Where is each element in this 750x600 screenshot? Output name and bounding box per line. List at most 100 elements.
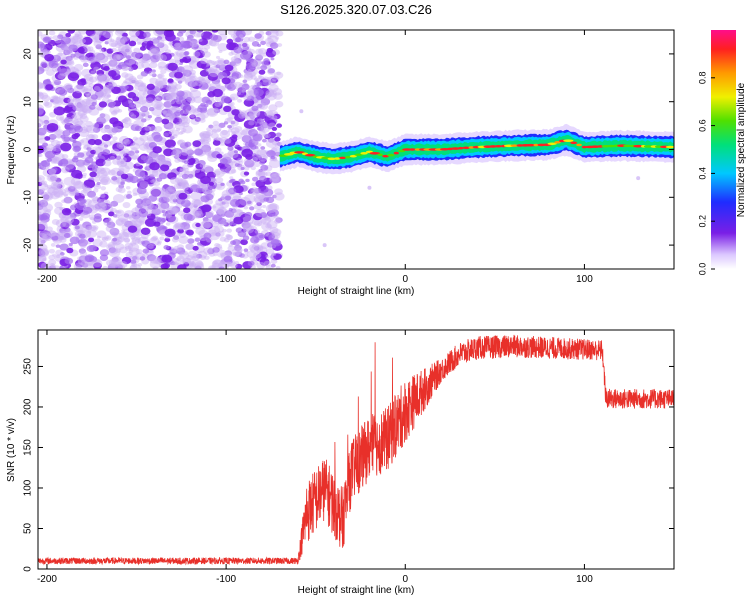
noise-blob — [193, 199, 202, 207]
noise-blob — [120, 181, 125, 185]
noise-blob — [222, 228, 227, 233]
noise-blob — [106, 48, 114, 54]
noise-blob — [74, 31, 82, 37]
noise-blob — [122, 36, 130, 42]
noise-blob — [220, 95, 231, 104]
noise-blob — [50, 157, 58, 163]
noise-blob — [38, 137, 46, 144]
noise-blob — [169, 87, 176, 93]
noise-blob — [194, 49, 205, 59]
noise-blob — [256, 81, 263, 87]
noise-blob — [93, 183, 102, 190]
noise-blob — [154, 80, 164, 88]
noise-blob — [178, 192, 188, 200]
noise-blob — [212, 88, 223, 98]
noise-blob — [69, 236, 80, 245]
noise-blob — [54, 206, 65, 215]
noise-blob — [181, 65, 194, 74]
noise-blob — [219, 158, 228, 165]
noise-blob — [48, 133, 57, 140]
noise-blob — [53, 54, 59, 59]
noise-blob — [92, 83, 104, 92]
noise-blob — [249, 256, 256, 261]
noise-blob — [271, 231, 281, 240]
noise-blob — [105, 99, 116, 108]
noise-blob — [38, 153, 43, 158]
noise-blob — [55, 219, 67, 228]
noise-blob — [213, 261, 218, 265]
noise-blob — [267, 131, 277, 139]
noise-blob — [83, 91, 91, 98]
noise-blob — [257, 75, 262, 79]
noise-blob — [265, 89, 275, 97]
noise-blob — [192, 253, 200, 259]
noise-blob — [130, 235, 136, 240]
noise-blob — [51, 177, 63, 187]
spectrogram-y-tick-label: -20 — [23, 237, 34, 252]
noise-blob — [242, 79, 248, 84]
noise-blob — [55, 114, 65, 121]
noise-blob — [173, 234, 180, 239]
noise-blob — [180, 222, 191, 230]
noise-blob — [258, 175, 267, 182]
noise-blob — [140, 118, 147, 123]
noise-blob — [254, 64, 261, 70]
noise-blob — [100, 186, 107, 191]
noise-blob — [102, 149, 111, 155]
noise-blob — [215, 82, 221, 87]
noise-blob — [88, 134, 95, 139]
noise-blob — [234, 113, 246, 122]
noise-blob — [217, 207, 227, 215]
noise-blob — [178, 96, 184, 101]
noise-blob — [123, 213, 130, 218]
noise-blob — [241, 148, 253, 158]
noise-blob — [50, 243, 56, 247]
noise-blob — [207, 72, 219, 81]
noise-blob — [160, 202, 170, 210]
noise-blob — [185, 243, 195, 251]
noise-blob — [117, 210, 122, 214]
noise-blob — [137, 164, 144, 170]
noise-blob — [260, 98, 271, 106]
noise-blob — [134, 125, 143, 132]
noise-blob — [215, 136, 221, 142]
noise-blob — [116, 54, 124, 61]
noise-blob — [162, 212, 168, 217]
noise-blob — [203, 44, 211, 50]
noise-blob — [83, 73, 94, 82]
colorbar-label: Normalized spectral amplitude — [736, 82, 747, 217]
noise-blob — [71, 118, 79, 125]
noise-blob — [177, 80, 183, 84]
noise-blob — [38, 154, 41, 158]
noise-blob — [238, 74, 244, 79]
noise-blob — [199, 69, 209, 77]
noise-blob — [213, 107, 219, 112]
noise-blob — [274, 136, 281, 142]
noise-blob — [103, 144, 109, 148]
noise-blob — [256, 53, 264, 60]
noise-blob — [172, 134, 178, 139]
snr-x-tick-label: -200 — [37, 574, 57, 585]
noise-blob — [273, 71, 284, 79]
noise-blob — [132, 255, 139, 261]
noise-blob — [119, 36, 131, 45]
noise-blob — [176, 139, 186, 146]
noise-blob — [141, 240, 151, 248]
snr-x-tick-label: 100 — [576, 574, 593, 585]
noise-blob — [145, 245, 150, 249]
noise-blob — [52, 97, 62, 104]
noise-blob — [265, 254, 270, 259]
noise-blob — [89, 68, 97, 75]
noise-blob — [91, 195, 99, 201]
noise-blob — [115, 219, 124, 226]
noise-blob — [200, 204, 212, 213]
noise-blob — [215, 184, 222, 189]
noise-blob — [128, 249, 134, 254]
noise-blob — [243, 158, 253, 165]
noise-blob — [247, 50, 252, 54]
noise-blob — [119, 168, 125, 172]
noise-blob — [205, 67, 212, 73]
noise-blob — [223, 237, 230, 243]
noise-blob — [218, 198, 223, 202]
noise-blob — [80, 260, 88, 266]
